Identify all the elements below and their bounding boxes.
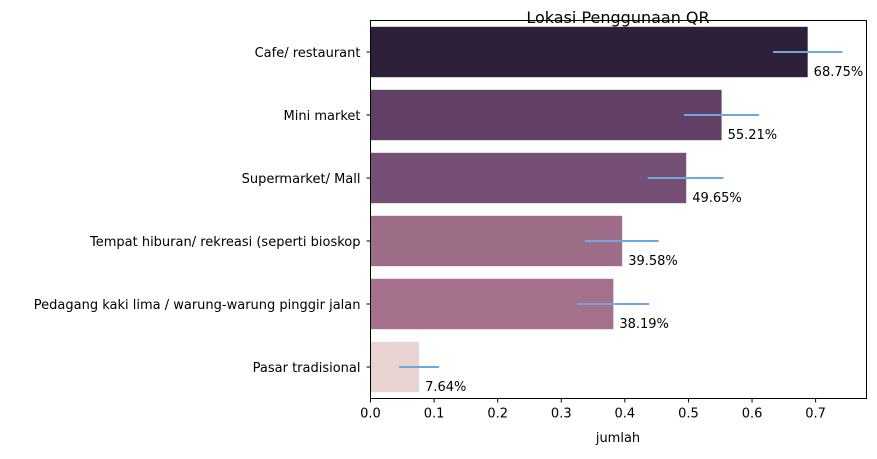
value-label: 7.64%	[425, 380, 466, 395]
bar	[370, 152, 687, 204]
chart-title: Lokasi Penggunaan QR	[526, 8, 709, 27]
y-tick-label: Mini market	[284, 109, 361, 124]
value-label: 38.19%	[619, 317, 669, 332]
y-axis: Cafe/ restaurant Mini market Supermarket/ …	[34, 46, 371, 376]
y-tick-label: Supermarket/ Mall	[242, 172, 361, 187]
x-tick-label: 0.1	[424, 407, 445, 422]
value-label: 39.58%	[628, 254, 678, 269]
value-label: 68.75%	[814, 65, 864, 80]
x-axis-label: jumlah	[595, 431, 640, 446]
x-tick-label: 0.3	[551, 407, 572, 422]
value-label: 55.21%	[728, 128, 778, 143]
value-label: 49.65%	[692, 191, 742, 206]
plot-frame	[370, 20, 867, 399]
x-tick-label: 0.0	[360, 407, 381, 422]
bar	[370, 26, 808, 78]
y-tick-label: Pedagang kaki lima / warung-warung pingg…	[34, 298, 361, 313]
x-tick-label: 0.7	[805, 407, 826, 422]
x-axis: 0.0 0.1 0.2 0.3 0.4 0.5 0.6 0.7	[360, 398, 826, 422]
y-tick-label: Tempat hiburan/ rekreasi (seperti biosko…	[89, 235, 361, 250]
x-tick-label: 0.4	[615, 407, 636, 422]
error-bars-layer	[399, 51, 843, 368]
bar	[370, 215, 623, 267]
x-tick-label: 0.5	[678, 407, 699, 422]
x-tick-label: 0.2	[487, 407, 508, 422]
y-tick-label: Pasar tradisional	[253, 361, 361, 376]
bar	[370, 278, 614, 330]
bar	[370, 89, 722, 141]
y-tick-label: Cafe/ restaurant	[255, 46, 361, 61]
value-labels-layer: 68.75% 55.21% 49.65% 39.58% 38.19% 7.64%	[425, 65, 863, 395]
bars-layer	[370, 26, 808, 393]
x-tick-label: 0.6	[742, 407, 763, 422]
